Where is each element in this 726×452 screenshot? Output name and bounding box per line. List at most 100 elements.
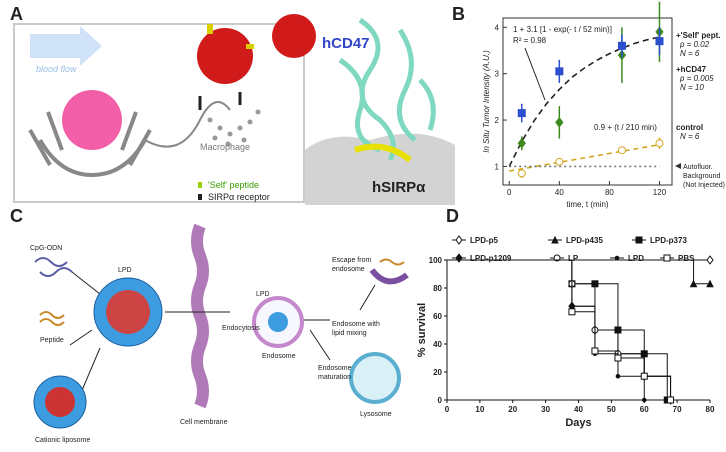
marker xyxy=(517,169,526,178)
marker xyxy=(555,67,564,76)
marker xyxy=(517,109,526,118)
y-tick-label: 3 xyxy=(495,70,500,79)
y-tick-label: 40 xyxy=(433,340,442,349)
legend-entry: +'Self' pept. xyxy=(676,31,720,40)
y-tick-label: 4 xyxy=(495,23,500,32)
annotation: maturation xyxy=(318,374,351,381)
x-tick-label: 0 xyxy=(507,188,512,197)
marker xyxy=(706,255,714,265)
marker xyxy=(617,41,626,50)
survival-line xyxy=(447,259,672,400)
fit-curve xyxy=(509,143,660,172)
pointer xyxy=(524,47,546,101)
x-tick-label: 120 xyxy=(653,188,667,197)
legend-stat: N = 10 xyxy=(680,83,704,92)
annotation: Peptide xyxy=(40,337,64,344)
marker xyxy=(555,117,564,128)
marker xyxy=(667,396,675,404)
legend-text: SIRPα receptor xyxy=(208,192,270,202)
annotation: Macrophage xyxy=(200,142,250,152)
legend-entry: PBS xyxy=(678,254,695,263)
legend-stat: p = 0.02 xyxy=(679,40,710,49)
annotation: Cell membrane xyxy=(180,419,228,426)
annotation: Endosome xyxy=(318,365,352,372)
marker xyxy=(591,347,599,355)
panel-label: B xyxy=(452,4,465,24)
marker xyxy=(551,235,559,244)
x-tick-label: 30 xyxy=(541,405,550,414)
annotation: R² = 0.98 xyxy=(513,36,547,45)
marker xyxy=(517,137,526,149)
y-axis-label: In Situ Tumor Intensity (A.U.) xyxy=(482,50,491,153)
legend-entry: LPD-p1209 xyxy=(470,254,512,263)
y-axis-label: % survival xyxy=(416,303,428,357)
panel-a-art xyxy=(13,14,455,205)
annotation: Endosome with xyxy=(332,321,380,328)
x-tick-label: 20 xyxy=(508,405,517,414)
marker xyxy=(614,255,620,261)
marker xyxy=(614,354,622,362)
x-tick-label: 80 xyxy=(706,405,715,414)
x-axis-label: Days xyxy=(565,417,591,429)
legend-entry: LPD-p5 xyxy=(470,236,499,245)
marker xyxy=(655,139,664,148)
x-tick-label: 70 xyxy=(673,405,682,414)
y-tick-label: 2 xyxy=(495,116,500,125)
marker xyxy=(706,279,714,288)
marker xyxy=(615,373,621,379)
legend-entry: LPD-p435 xyxy=(566,236,603,245)
annotation: LPD xyxy=(118,267,132,274)
x-tick-label: 80 xyxy=(605,188,614,197)
panel-c-art xyxy=(33,223,409,429)
legend-text: 'Self' peptide xyxy=(208,180,259,190)
legend-stat: N = 6 xyxy=(680,49,700,58)
y-tick-label: 20 xyxy=(433,368,442,377)
annotation: endosome xyxy=(332,266,365,273)
marker xyxy=(617,146,626,155)
annotation: Cationic liposome xyxy=(35,437,90,444)
annotation: hSIRPα xyxy=(372,179,426,196)
marker xyxy=(641,397,647,403)
x-tick-label: 40 xyxy=(555,188,564,197)
annotation: Lysosome xyxy=(360,411,392,418)
x-tick-label: 50 xyxy=(607,405,616,414)
legend-entry: LPD-p373 xyxy=(650,236,687,245)
legend-stat: p = 0.005 xyxy=(679,74,714,83)
marker xyxy=(689,279,698,288)
annotation: lipid mixing xyxy=(332,330,367,337)
x-tick-label: 0 xyxy=(445,405,450,414)
annotation: LPD xyxy=(256,291,270,298)
annotation: Background xyxy=(683,173,720,180)
marker xyxy=(655,37,664,46)
marker xyxy=(455,253,463,263)
panel-label: C xyxy=(10,206,23,226)
marker xyxy=(640,372,648,380)
annotation: Endocytosis xyxy=(222,325,260,332)
x-axis-label: time, t (min) xyxy=(566,200,609,209)
annotation: 0.9 + (t / 210 min) xyxy=(594,123,657,132)
legend-entry: LP xyxy=(568,254,579,263)
annotation: Autofluor. xyxy=(683,164,713,171)
annotation: hCD47 xyxy=(322,35,370,52)
annotation: 1 + 3.1 [1 - exp(- t / 52 min)] xyxy=(513,25,612,34)
y-tick-label: 100 xyxy=(429,256,443,265)
x-tick-label: 10 xyxy=(475,405,484,414)
marker xyxy=(455,235,463,245)
survival-line xyxy=(447,259,668,400)
y-tick-label: 80 xyxy=(433,284,442,293)
y-tick-label: 60 xyxy=(433,312,442,321)
y-tick-label: 1 xyxy=(495,162,500,171)
panel-label: D xyxy=(446,206,459,226)
plot-frame xyxy=(502,17,673,186)
y-tick-label: 0 xyxy=(438,396,443,405)
arrow-head xyxy=(675,163,681,169)
legend-entry: LPD xyxy=(628,254,644,263)
x-tick-label: 60 xyxy=(640,405,649,414)
marker xyxy=(568,308,576,316)
marker xyxy=(635,236,643,244)
x-tick-label: 40 xyxy=(574,405,583,414)
panel-label: A xyxy=(10,4,23,24)
annotation: Escape from xyxy=(332,257,371,264)
annotation: blood flow xyxy=(36,64,77,74)
